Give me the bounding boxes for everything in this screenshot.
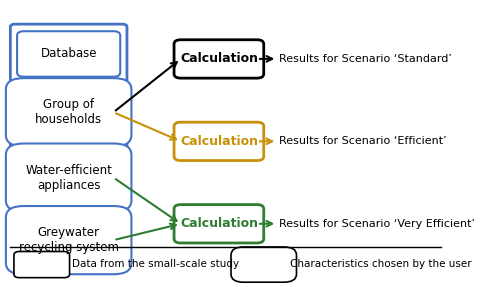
Text: Results for Scenario ‘Very Efficient’: Results for Scenario ‘Very Efficient’ — [280, 219, 475, 229]
FancyBboxPatch shape — [6, 144, 132, 212]
Text: Data from the small-scale study: Data from the small-scale study — [72, 259, 239, 269]
Text: Database: Database — [40, 47, 97, 61]
Text: Greywater
recycling system: Greywater recycling system — [18, 226, 118, 254]
FancyBboxPatch shape — [6, 206, 132, 274]
FancyBboxPatch shape — [17, 31, 120, 77]
FancyBboxPatch shape — [10, 24, 127, 158]
FancyBboxPatch shape — [174, 40, 264, 78]
Text: Water-efficient
appliances: Water-efficient appliances — [25, 164, 112, 192]
FancyBboxPatch shape — [174, 122, 264, 160]
Text: Characteristics chosen by the user: Characteristics chosen by the user — [290, 259, 472, 269]
FancyBboxPatch shape — [6, 78, 132, 146]
Text: Calculation: Calculation — [180, 135, 258, 148]
Text: Group of
households: Group of households — [35, 98, 102, 126]
FancyBboxPatch shape — [174, 205, 264, 243]
FancyBboxPatch shape — [14, 251, 70, 278]
Text: Results for Scenario ‘Standard’: Results for Scenario ‘Standard’ — [280, 54, 452, 64]
FancyBboxPatch shape — [231, 247, 296, 282]
Text: Calculation: Calculation — [180, 53, 258, 65]
Text: Results for Scenario ‘Efficient’: Results for Scenario ‘Efficient’ — [280, 136, 447, 146]
Text: Calculation: Calculation — [180, 217, 258, 230]
